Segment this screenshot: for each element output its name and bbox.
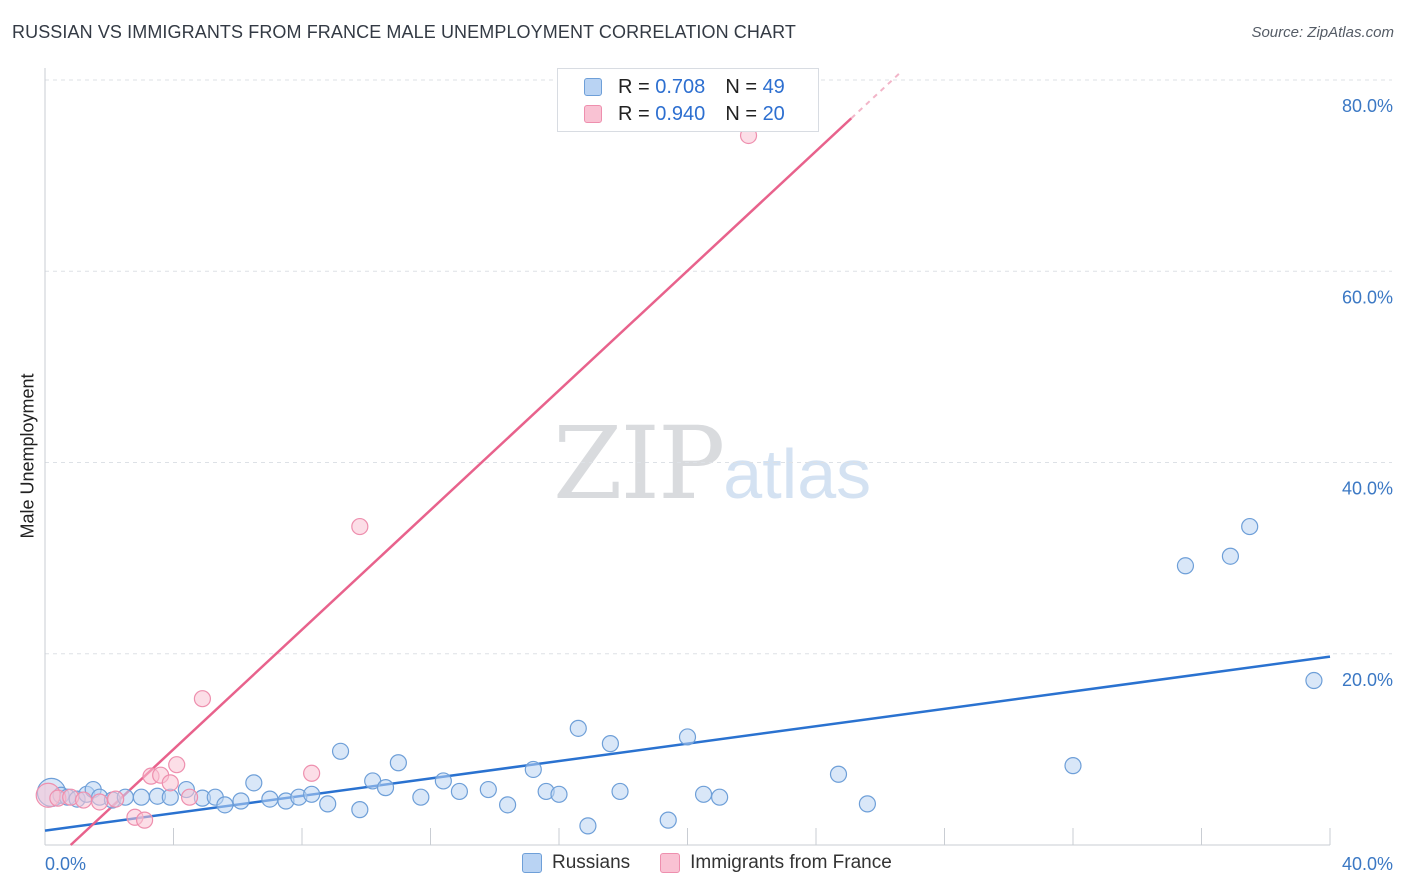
france-trendline-extension — [850, 72, 901, 119]
russians-point — [1221, 547, 1240, 565]
france-point — [193, 690, 212, 708]
source-label: Source: ZipAtlas.com — [1251, 24, 1394, 41]
france-n-label: N = — [725, 102, 757, 125]
russians-point — [694, 785, 713, 803]
y-tick-label: 80.0% — [1342, 96, 1393, 116]
france-trendline — [69, 117, 853, 846]
russians-point — [216, 796, 234, 814]
russians-point — [1176, 557, 1195, 575]
russians-point — [303, 785, 321, 803]
france-point — [74, 791, 93, 809]
russians-point — [351, 801, 369, 819]
russians-point — [524, 760, 542, 779]
legend-item-france[interactable]: Immigrants from France — [660, 852, 892, 874]
russians-point — [261, 790, 279, 808]
france-point — [168, 756, 186, 774]
russians-legend-swatch — [522, 853, 542, 873]
watermark-zip: ZIP — [553, 405, 725, 522]
france-point — [351, 517, 369, 536]
russians-point — [161, 788, 179, 806]
france-legend-swatch — [660, 853, 681, 873]
russians-point — [376, 779, 395, 797]
russians-point — [1305, 671, 1323, 690]
france-n-value: 20 — [762, 102, 785, 125]
russians-point — [1241, 517, 1259, 536]
france-point — [180, 788, 199, 806]
legend-item-russians[interactable]: Russians — [522, 852, 630, 874]
russians-swatch — [584, 78, 602, 96]
russians-point — [450, 782, 469, 801]
y-tick-label: 60.0% — [1342, 287, 1393, 307]
russians-point — [858, 795, 877, 813]
russians-point — [711, 788, 729, 806]
tick-label-layer: 20.0% 40.0% 60.0% 80.0% 0.0% 40.0% — [45, 96, 1393, 874]
legend-row-france: R = 0.940 N = 20 — [584, 101, 785, 127]
russians-point — [245, 774, 263, 792]
france-legend-label: Immigrants from France — [690, 852, 892, 873]
russians-point — [132, 788, 150, 806]
russians-point — [611, 782, 629, 801]
russians-n-value: 49 — [762, 75, 785, 98]
axis-layer — [44, 68, 1331, 846]
france-point — [303, 764, 321, 782]
france-point — [107, 790, 125, 808]
chart-title: RUSSIAN VS IMMIGRANTS FROM FRANCE MALE U… — [12, 22, 796, 42]
russians-point — [601, 735, 620, 753]
russians-point — [579, 817, 597, 835]
france-r-label: R = — [618, 102, 650, 125]
russians-point — [1064, 757, 1082, 775]
russians-r-value: 0.708 — [655, 75, 706, 98]
russians-point — [319, 795, 337, 813]
stats-legend: R = 0.708 N = 49 R = 0.940 N = 20 — [557, 68, 819, 132]
russians-point — [479, 780, 497, 799]
y-tick-label: 40.0% — [1342, 479, 1393, 499]
russians-point — [659, 811, 677, 829]
russians-point — [499, 796, 517, 814]
russians-n-label: N = — [725, 75, 757, 98]
watermark-atlas: atlas — [723, 435, 872, 513]
russians-point — [829, 765, 848, 783]
russians-legend-label: Russians — [552, 852, 631, 873]
watermark: ZIPatlas — [553, 405, 871, 522]
russians-point — [678, 728, 697, 746]
russians-point — [232, 792, 250, 810]
x-tick-label-max: 40.0% — [1342, 854, 1393, 874]
russians-r-label: R = — [618, 75, 650, 98]
russians-point — [550, 785, 568, 803]
x-tick-label-min: 0.0% — [45, 854, 86, 874]
russians-point — [569, 719, 587, 737]
france-swatch — [584, 105, 602, 123]
series-legend: Russians Immigrants from France — [522, 852, 922, 874]
y-tick-label: 20.0% — [1342, 670, 1393, 690]
legend-row-russians: R = 0.708 N = 49 — [584, 74, 785, 100]
russians-point — [389, 754, 407, 772]
france-point — [161, 774, 179, 792]
france-point — [91, 793, 109, 811]
russians-point — [412, 788, 430, 806]
russians-point — [434, 772, 452, 790]
france-point — [135, 811, 154, 829]
points-layer — [35, 126, 1323, 835]
russians-point — [331, 742, 350, 760]
france-r-value: 0.940 — [655, 102, 706, 125]
